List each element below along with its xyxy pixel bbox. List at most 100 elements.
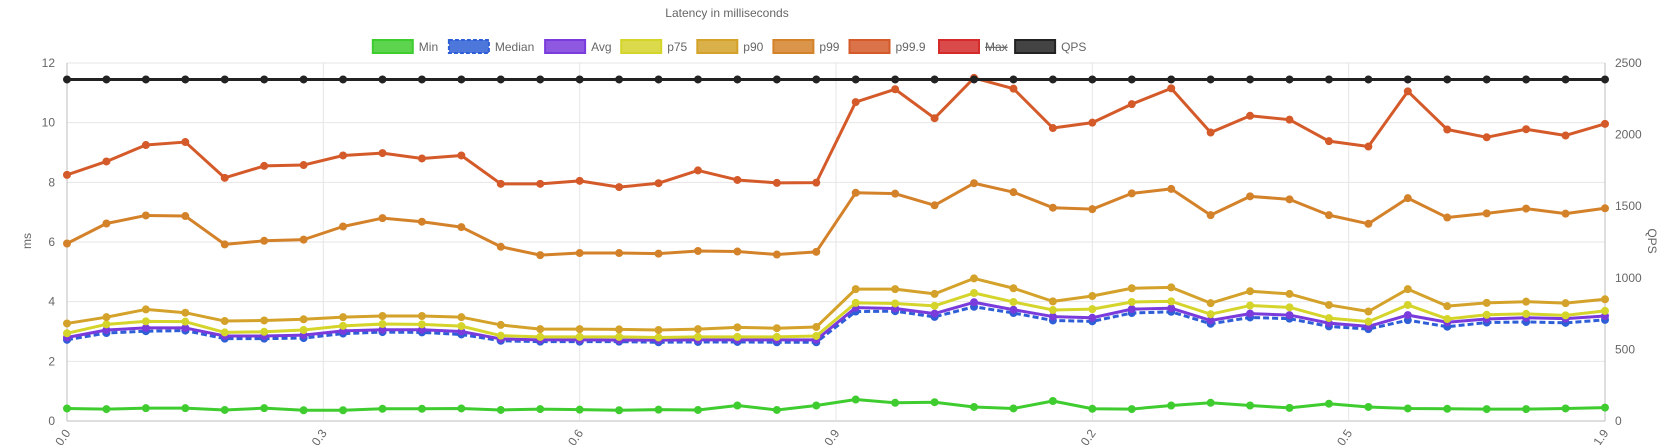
data-point[interactable] [930,75,939,84]
data-point[interactable] [102,75,111,84]
data-point[interactable] [1522,204,1531,213]
legend-item-qps[interactable]: QPS [1014,39,1086,54]
data-point[interactable] [102,219,111,228]
data-point[interactable] [1403,87,1412,96]
data-point[interactable] [891,85,900,94]
data-point[interactable] [417,75,426,84]
data-point[interactable] [1009,305,1018,314]
data-point[interactable] [1561,131,1570,140]
data-point[interactable] [1482,133,1491,142]
data-point[interactable] [417,217,426,226]
data-point[interactable] [1601,204,1609,213]
data-point[interactable] [812,178,821,187]
data-point[interactable] [1324,137,1333,146]
data-point[interactable] [970,402,979,411]
data-point[interactable] [1324,300,1333,309]
data-point[interactable] [181,75,190,84]
data-point[interactable] [1522,309,1531,318]
data-point[interactable] [457,223,466,232]
data-point[interactable] [1088,404,1097,413]
data-point[interactable] [1206,128,1215,137]
data-point[interactable] [930,309,939,318]
data-point[interactable] [693,332,702,341]
data-point[interactable] [1482,75,1491,84]
data-point[interactable] [417,154,426,163]
data-point[interactable] [1364,307,1373,316]
data-point[interactable] [141,323,150,332]
data-point[interactable] [536,332,545,341]
data-point[interactable] [930,201,939,210]
data-point[interactable] [339,222,348,231]
data-point[interactable] [1561,75,1570,84]
data-point[interactable] [536,251,545,260]
data-point[interactable] [1206,310,1215,319]
data-point[interactable] [1088,75,1097,84]
data-point[interactable] [1403,300,1412,309]
data-point[interactable] [1443,302,1452,311]
legend-item-p99[interactable]: p99 [772,39,840,54]
data-point[interactable] [63,170,71,179]
data-point[interactable] [1522,125,1531,134]
data-point[interactable] [970,274,979,283]
data-point[interactable] [339,151,348,160]
data-point[interactable] [102,320,111,329]
data-point[interactable] [772,178,781,187]
legend-item-max[interactable]: Max [938,39,1008,54]
data-point[interactable] [536,405,545,414]
data-point[interactable] [615,406,624,415]
data-point[interactable] [417,404,426,413]
data-point[interactable] [615,325,624,334]
data-point[interactable] [1443,404,1452,413]
data-point[interactable] [1443,213,1452,222]
data-point[interactable] [1482,209,1491,218]
data-point[interactable] [891,299,900,308]
data-point[interactable] [1285,115,1294,124]
data-point[interactable] [1324,314,1333,323]
data-point[interactable] [1285,311,1294,320]
data-point[interactable] [1561,404,1570,413]
data-point[interactable] [1285,403,1294,412]
data-point[interactable] [1206,75,1215,84]
data-point[interactable] [615,249,624,258]
data-point[interactable] [339,321,348,330]
data-point[interactable] [654,333,663,342]
data-point[interactable] [457,404,466,413]
data-point[interactable] [1482,298,1491,307]
data-point[interactable] [457,313,466,322]
data-point[interactable] [575,249,584,258]
data-point[interactable] [1285,75,1294,84]
data-point[interactable] [1048,312,1057,321]
data-point[interactable] [1443,314,1452,323]
data-point[interactable] [260,327,269,336]
data-point[interactable] [1206,398,1215,407]
data-point[interactable] [1127,297,1136,306]
data-point[interactable] [536,75,545,84]
data-point[interactable] [733,75,742,84]
data-point[interactable] [378,311,387,320]
data-point[interactable] [575,325,584,334]
data-point[interactable] [1403,75,1412,84]
data-point[interactable] [260,75,269,84]
data-point[interactable] [1009,84,1018,93]
legend-item-p75[interactable]: p75 [620,39,688,54]
data-point[interactable] [1246,309,1255,318]
data-point[interactable] [654,405,663,414]
data-point[interactable] [1601,403,1609,412]
data-point[interactable] [63,319,71,328]
data-point[interactable] [1127,284,1136,293]
data-point[interactable] [220,317,229,326]
data-point[interactable] [1522,75,1531,84]
data-point[interactable] [575,75,584,84]
data-point[interactable] [1403,285,1412,294]
data-point[interactable] [693,325,702,334]
data-point[interactable] [1009,75,1018,84]
data-point[interactable] [654,249,663,258]
data-point[interactable] [141,211,150,220]
data-point[interactable] [1601,295,1609,304]
data-point[interactable] [654,326,663,335]
data-point[interactable] [220,173,229,182]
data-point[interactable] [772,324,781,333]
data-point[interactable] [1403,194,1412,203]
data-point[interactable] [812,323,821,332]
data-point[interactable] [1048,75,1057,84]
